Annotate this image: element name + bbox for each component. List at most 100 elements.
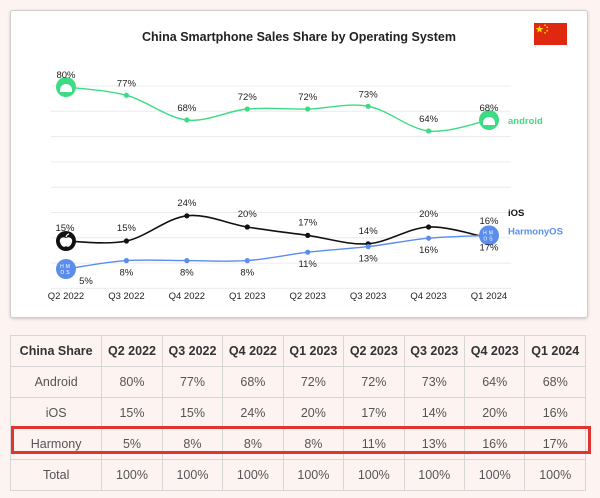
table-header-row: China Share Q2 2022 Q3 2022 Q4 2022 Q1 2… bbox=[9, 335, 586, 367]
data-label: 24% bbox=[177, 198, 197, 209]
table-cell: 20% bbox=[282, 397, 345, 429]
series-label-ios: iOS bbox=[508, 208, 524, 219]
table-row: iOS 15% 15% 24% 20% 17% 14% 20% 16% bbox=[9, 397, 586, 429]
data-point bbox=[123, 238, 130, 244]
data-label: 16% bbox=[479, 216, 499, 227]
data-point bbox=[244, 106, 250, 112]
chart-svg: China Smartphone Sales Share by Operatin… bbox=[48, 30, 563, 302]
data-point bbox=[305, 249, 311, 255]
series-line-android bbox=[65, 86, 490, 132]
table-cell: 77% bbox=[161, 366, 224, 398]
header-q4-2022: Q4 2022 bbox=[222, 335, 284, 367]
header-q2-2022: Q2 2022 bbox=[101, 335, 163, 367]
table-row: Total 100% 100% 100% 100% 100% 100% 100%… bbox=[9, 459, 586, 491]
series-line-harmonyos bbox=[65, 234, 490, 270]
table-cell: 17% bbox=[343, 397, 405, 429]
header-q2-2023: Q2 2023 bbox=[343, 335, 405, 367]
table-cell: Harmony bbox=[9, 428, 103, 460]
data-point bbox=[184, 213, 190, 219]
data-label: 73% bbox=[359, 89, 379, 100]
table-cell: 15% bbox=[161, 397, 224, 429]
series-label-harmonyos: HarmonyOS bbox=[508, 226, 563, 237]
table-cell: 16% bbox=[524, 397, 586, 429]
x-tick-label: Q3 2023 bbox=[350, 291, 386, 302]
data-point bbox=[425, 128, 432, 134]
data-label: 77% bbox=[117, 78, 137, 89]
header-q4-2023: Q4 2023 bbox=[463, 335, 526, 367]
table-cell: 8% bbox=[222, 428, 284, 460]
table-cell: 100% bbox=[343, 459, 405, 491]
grid-lines bbox=[51, 85, 511, 289]
svg-text:OS: OS bbox=[483, 236, 494, 242]
data-point bbox=[244, 224, 250, 230]
table-cell: 72% bbox=[343, 366, 405, 398]
table-cell: 5% bbox=[101, 428, 163, 460]
table-cell: 15% bbox=[101, 397, 163, 429]
table-cell: 72% bbox=[282, 366, 345, 398]
table-cell: 11% bbox=[343, 428, 405, 460]
table-cell: Android bbox=[9, 366, 103, 398]
data-point bbox=[305, 106, 311, 112]
svg-text:HM: HM bbox=[483, 230, 495, 236]
data-point bbox=[305, 232, 311, 238]
data-label: 14% bbox=[359, 226, 379, 237]
data-label: 16% bbox=[419, 245, 439, 256]
svg-text:HM: HM bbox=[60, 264, 72, 270]
data-label: 15% bbox=[117, 223, 137, 234]
table-cell: 64% bbox=[463, 366, 526, 398]
android-icon bbox=[479, 110, 499, 130]
table-cell: 24% bbox=[222, 397, 284, 429]
x-tick-label: Q4 2023 bbox=[410, 291, 446, 302]
series-line-ios bbox=[65, 214, 490, 245]
table-cell: 20% bbox=[463, 397, 526, 429]
table-cell: 80% bbox=[101, 366, 163, 398]
header-q1-2023: Q1 2023 bbox=[282, 335, 345, 367]
data-label: 13% bbox=[359, 254, 379, 265]
x-tick-label: Q2 2023 bbox=[289, 291, 325, 302]
apple-icon bbox=[56, 231, 76, 251]
table-cell: 100% bbox=[463, 459, 526, 491]
data-point bbox=[184, 258, 190, 264]
table-cell: 8% bbox=[282, 428, 345, 460]
table-cell: iOS bbox=[9, 397, 103, 429]
data-label: 20% bbox=[238, 209, 258, 220]
data-label: 8% bbox=[240, 268, 254, 279]
x-tick-label: Q4 2022 bbox=[169, 291, 205, 302]
data-label: 8% bbox=[120, 268, 134, 279]
android-icon bbox=[56, 77, 76, 97]
chart-title: China Smartphone Sales Share by Operatin… bbox=[142, 30, 456, 44]
x-tick-label: Q1 2023 bbox=[229, 291, 265, 302]
svg-text:OS: OS bbox=[60, 270, 71, 276]
header-q3-2022: Q3 2022 bbox=[161, 335, 224, 367]
table-cell: 68% bbox=[524, 366, 586, 398]
data-label: 64% bbox=[419, 114, 439, 125]
table-cell: 100% bbox=[222, 459, 284, 491]
x-tick-label: Q3 2022 bbox=[108, 291, 144, 302]
data-label: 72% bbox=[298, 92, 318, 103]
data-label: 68% bbox=[177, 103, 197, 114]
table-cell: 13% bbox=[403, 428, 466, 460]
data-point bbox=[184, 117, 190, 123]
table-cell: 17% bbox=[524, 428, 586, 460]
data-labels: 80% 77% 68% 72% 72% 73% 64% 68% android 15% 15% 24%… bbox=[55, 70, 562, 287]
x-tick-label: Q1 2024 bbox=[471, 291, 507, 302]
data-point bbox=[425, 235, 432, 241]
data-point bbox=[123, 258, 130, 264]
table-cell: 100% bbox=[101, 459, 163, 491]
chart-card: China Smartphone Sales Share by Operatin… bbox=[10, 10, 588, 318]
x-tick-label: Q2 2022 bbox=[48, 291, 84, 302]
data-point bbox=[425, 224, 432, 230]
table-cell: 100% bbox=[403, 459, 466, 491]
data-label: 20% bbox=[419, 209, 439, 220]
data-point bbox=[365, 103, 371, 109]
table-cell: 8% bbox=[161, 428, 224, 460]
header-q3-2023: Q3 2023 bbox=[403, 335, 466, 367]
data-label: 5% bbox=[79, 276, 93, 287]
table-row: Android 80% 77% 68% 72% 72% 73% 64% 68% bbox=[9, 366, 586, 398]
data-point bbox=[244, 258, 250, 264]
data-label: 8% bbox=[180, 268, 194, 279]
table-cell: 68% bbox=[222, 366, 284, 398]
share-table: China Share Q2 2022 Q3 2022 Q4 2022 Q1 2… bbox=[9, 335, 586, 491]
